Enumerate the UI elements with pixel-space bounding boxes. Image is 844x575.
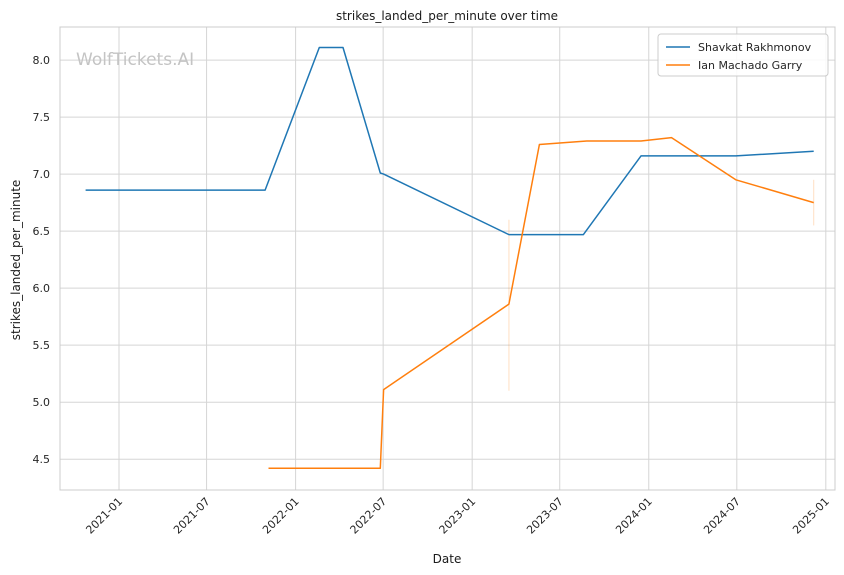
y-tick-label: 7.5 — [33, 111, 51, 124]
series-line-ian-machado-garry — [268, 136, 814, 470]
y-tick-label: 4.5 — [33, 453, 51, 466]
series-lines — [85, 46, 814, 470]
legend-label: Shavkat Rakhmonov — [698, 41, 812, 54]
y-axis-ticks: 4.5 5.0 5.5 6.0 6.5 7.0 7.5 8.0 — [33, 54, 51, 466]
y-tick-label: 5.5 — [33, 339, 51, 352]
x-axis-label: Date — [433, 552, 462, 566]
legend: Shavkat Rakhmonov Ian Machado Garry — [657, 33, 829, 77]
error-bars — [508, 179, 815, 391]
chart-title: strikes_landed_per_minute over time — [336, 9, 558, 23]
y-tick-label: 6.0 — [33, 282, 51, 295]
gridlines — [60, 27, 835, 490]
watermark: WolfTickets.AI — [76, 50, 194, 70]
y-tick-label: 5.0 — [33, 396, 51, 409]
y-tick-label: 6.5 — [33, 225, 51, 238]
series-line-shavkat-rakhmonov — [85, 46, 814, 236]
legend-box — [657, 33, 829, 77]
y-tick-label: 7.0 — [33, 168, 51, 181]
y-axis-label: strikes_landed_per_minute — [9, 180, 23, 341]
plot-frame — [59, 26, 836, 491]
legend-label: Ian Machado Garry — [698, 59, 803, 72]
y-tick-label: 8.0 — [33, 54, 51, 67]
